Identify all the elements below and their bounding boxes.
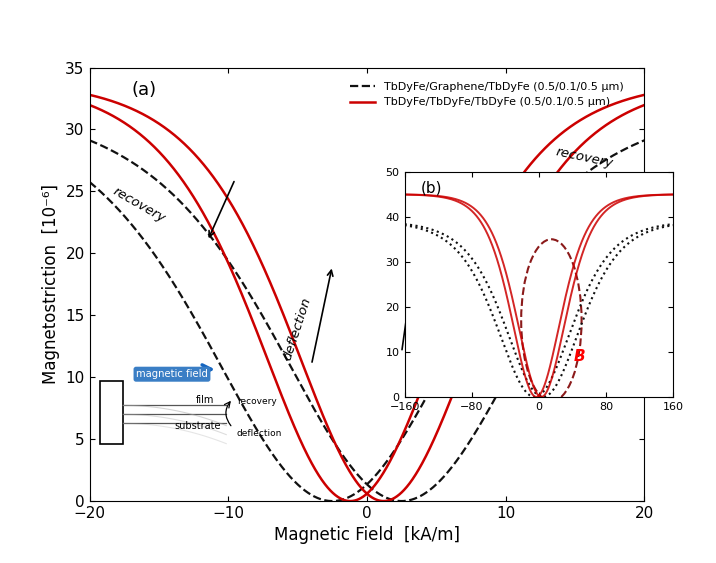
Text: recovery: recovery <box>554 145 614 169</box>
X-axis label: Magnetic Field  [kA/m]: Magnetic Field [kA/m] <box>274 526 460 544</box>
Text: film: film <box>196 395 215 405</box>
Text: B: B <box>574 349 586 364</box>
Text: substrate: substrate <box>175 421 221 431</box>
Text: deflection: deflection <box>420 296 453 361</box>
Text: magnetic field: magnetic field <box>136 369 208 379</box>
Y-axis label: Magnetostriction  [10⁻⁶]: Magnetostriction [10⁻⁶] <box>42 184 59 385</box>
Bar <box>100 381 123 444</box>
Text: (b): (b) <box>421 181 442 196</box>
Text: recovery: recovery <box>110 185 168 225</box>
Text: recovery: recovery <box>237 397 277 406</box>
Legend: TbDyFe/Graphene/TbDyFe (0.5/0.1/0.5 μm), TbDyFe/TbDyFe/TbDyFe (0.5/0.1/0.5 μm): TbDyFe/Graphene/TbDyFe (0.5/0.1/0.5 μm),… <box>346 78 628 112</box>
Text: deflection: deflection <box>237 429 282 438</box>
Text: (a): (a) <box>131 81 156 99</box>
Text: deflection: deflection <box>281 296 314 361</box>
